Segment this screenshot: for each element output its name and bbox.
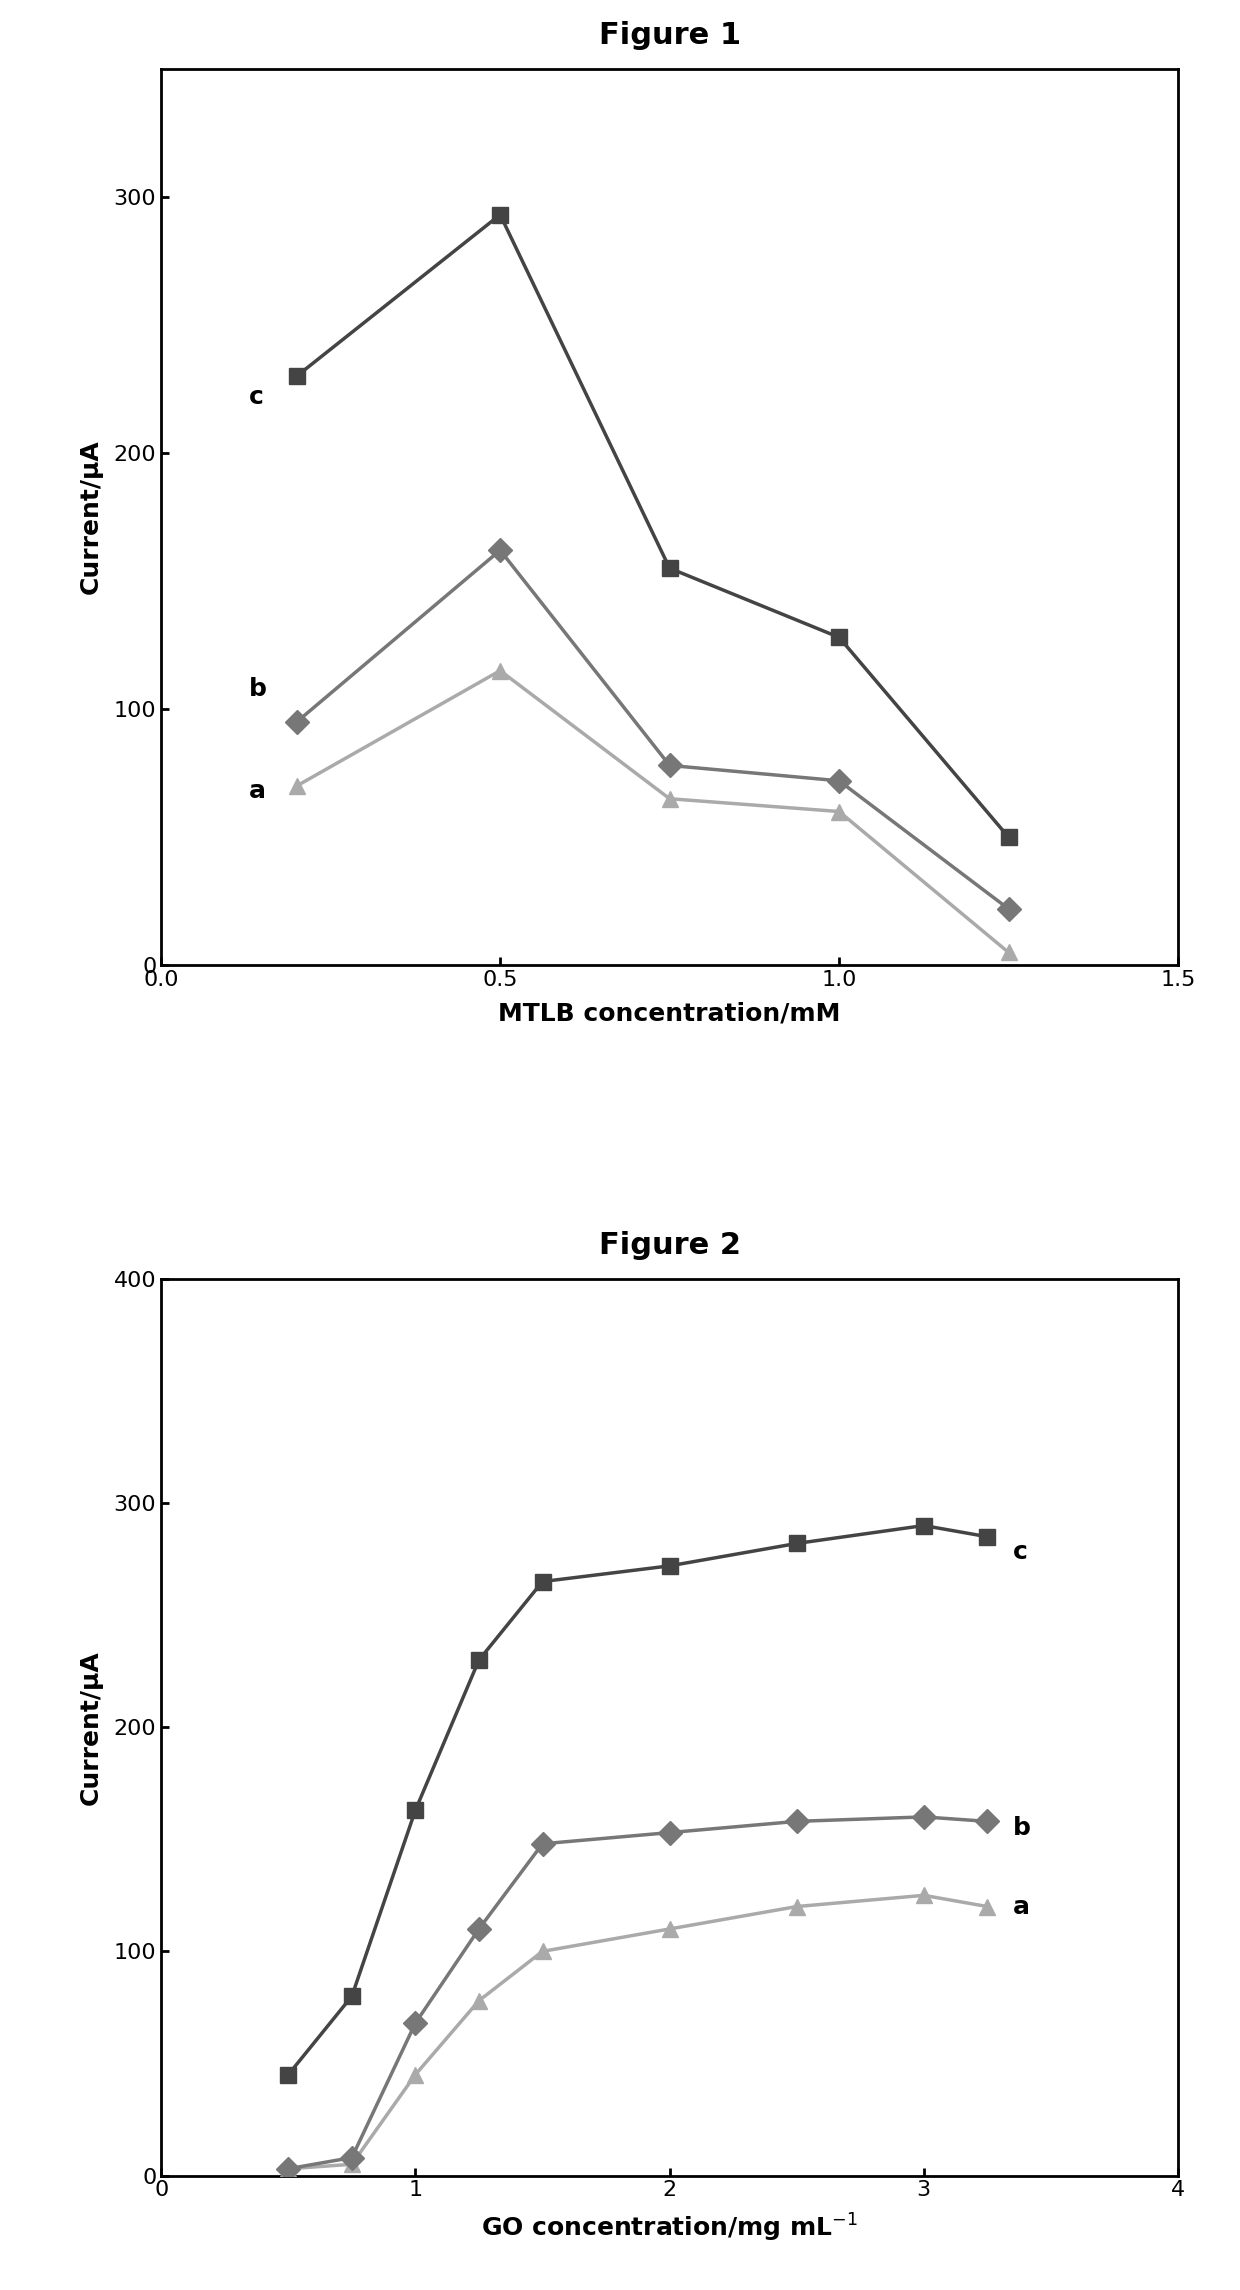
Text: c: c — [249, 385, 264, 408]
Title: Figure 1: Figure 1 — [599, 21, 740, 50]
X-axis label: GO concentration/mg mL$^{-1}$: GO concentration/mg mL$^{-1}$ — [481, 2212, 858, 2244]
Y-axis label: Current/μA: Current/μA — [78, 440, 103, 595]
Title: Figure 2: Figure 2 — [599, 1232, 740, 1260]
Text: a: a — [249, 779, 267, 804]
Text: a: a — [1013, 1894, 1029, 1919]
Y-axis label: Current/μA: Current/μA — [78, 1649, 103, 1805]
Text: b: b — [1013, 1816, 1030, 1841]
Text: b: b — [249, 676, 267, 701]
Text: c: c — [1013, 1541, 1028, 1564]
X-axis label: MTLB concentration/mM: MTLB concentration/mM — [498, 1001, 841, 1026]
